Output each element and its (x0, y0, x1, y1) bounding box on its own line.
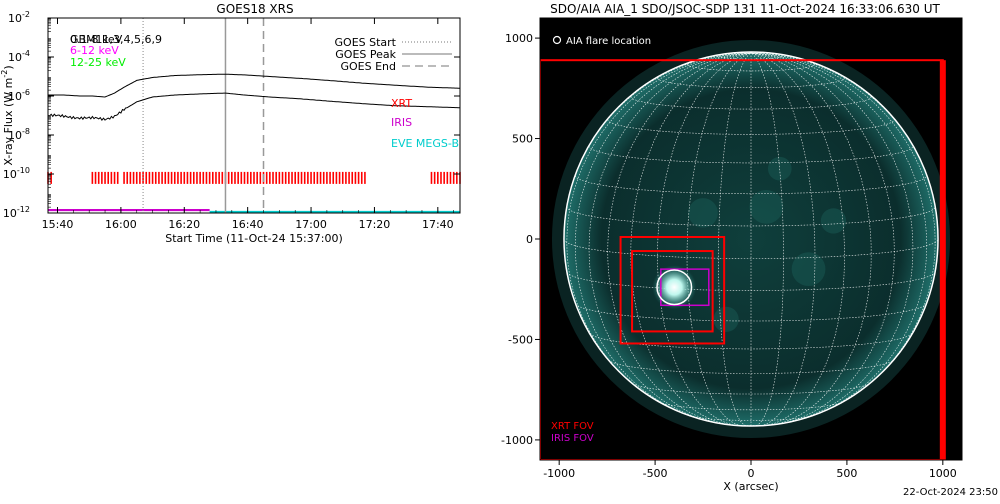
y-tick-label: 10-2 (8, 10, 30, 25)
x-axis-label: Start Time (11-Oct-24 15:37:00) (165, 232, 343, 245)
active-region-patch (688, 198, 718, 228)
latitude-grid-line (659, 401, 843, 411)
legend-channel-low: 0.1-8 keV (70, 33, 123, 46)
legend-gbm-overlay: GBM11,3,4,5,6,9 (70, 33, 162, 46)
x-tick-label: 0 (748, 467, 755, 480)
longitude-grid-line (574, 52, 752, 419)
x-tick-label: 17:20 (359, 218, 391, 231)
x-tick-label: 17:40 (422, 218, 454, 231)
longitude-grid-line (750, 52, 845, 426)
x-tick-label: 16:00 (105, 218, 137, 231)
longitude-grid-line (657, 52, 752, 426)
y-tick-label: 10-12 (3, 205, 30, 220)
goes-xrs-chart: GOES18 XRS 10-12 10-10 10-8 10-6 10-4 10-2 15:4… (0, 0, 480, 500)
x-tick-label: 15:40 (42, 218, 74, 231)
x-axis-label: X (arcsec) (723, 480, 778, 493)
longitude-grid-line (630, 52, 752, 426)
x-tick-label: 16:40 (232, 218, 264, 231)
y-tick-label: 10-4 (8, 49, 30, 64)
instrument-label-iris: IRIS (391, 116, 412, 129)
x-tick-label: -500 (643, 467, 668, 480)
sdo-aia-image: SDO/AIA AIA_1 SDO/JSOC-SDP 131 11-Oct-20… (480, 0, 1000, 500)
y-tick-label: 10-10 (3, 166, 30, 181)
y-tick-label: -500 (508, 333, 533, 346)
xrt-fov-label: XRT FOV (551, 421, 594, 432)
legend-event-label: GOES End (340, 60, 396, 73)
longitude-grid-line (750, 52, 872, 426)
y-tick-label: 0 (526, 233, 533, 246)
goes-plot-frame (47, 17, 461, 214)
footer-date-stamp: 22-Oct-2024 23:50 (903, 487, 998, 498)
x-tick-label: 16:20 (168, 218, 200, 231)
longitude-grid-line (566, 52, 752, 398)
sdo-chart-title: SDO/AIA AIA_1 SDO/JSOC-SDP 131 11-Oct-20… (550, 2, 940, 16)
instrument-label-xrt: XRT (391, 97, 412, 110)
longitude-grid-line (750, 52, 928, 419)
label-clip-mask (461, 130, 480, 154)
longitude-grid-line (588, 52, 752, 424)
goes-xrs-svg: GOES18 XRS 10-12 10-10 10-8 10-6 10-4 10-2 15:4… (0, 2, 480, 245)
flare-legend-marker (552, 35, 562, 45)
xrt-fov-edge (939, 60, 946, 460)
latitude-grid-line (608, 359, 894, 374)
flare-location-circle (656, 269, 693, 306)
y-tick-label: 10-8 (8, 127, 30, 142)
active-region-patch (713, 306, 739, 333)
latitude-grid-line (589, 333, 913, 350)
legend-channel-mid: 6-12 keV (70, 44, 119, 57)
y-tick-label: 500 (512, 133, 533, 146)
latitude-grid-line (632, 383, 870, 395)
active-region-patch (749, 189, 784, 224)
flux-series-line (47, 92, 460, 121)
xrt-fov-box (631, 250, 714, 333)
legend-event-label: GOES Start (335, 36, 397, 49)
y-tick-label: 10-6 (8, 88, 30, 103)
legend-event-label: GOES Peak (335, 48, 396, 61)
longitude-grid-line (607, 52, 752, 424)
sdo-aia-svg: SDO/AIA AIA_1 SDO/JSOC-SDP 131 11-Oct-20… (501, 2, 963, 493)
active-region-patch (791, 252, 826, 287)
x-tick-label: -1000 (543, 467, 575, 480)
y-tick-label: 1000 (505, 32, 533, 45)
x-tick-label: 1000 (929, 467, 957, 480)
y-tick-label: -1000 (501, 434, 533, 447)
longitude-grid-line (750, 52, 936, 398)
xrt-fov-box (619, 235, 726, 345)
latitude-grid-line (575, 175, 927, 195)
longitude-grid-line (750, 52, 914, 424)
latitude-grid-line (588, 145, 914, 164)
instrument-label-eve: EVE MEGS-B (391, 137, 459, 150)
x-tick-label: 17:00 (295, 218, 327, 231)
solar-limb (563, 51, 939, 427)
active-region-patch (767, 156, 792, 181)
goes-chart-title: GOES18 XRS (216, 2, 293, 16)
flare-legend-label: AIA flare location (566, 36, 651, 47)
x-tick-label: 500 (836, 467, 857, 480)
y-axis-label: X-ray Flux (W m-2) (0, 65, 15, 165)
active-region-patch (820, 208, 847, 234)
flux-series-line (48, 73, 460, 98)
longitude-grid-line (750, 52, 895, 424)
iris-fov-label: IRIS FOV (551, 433, 594, 444)
iris-fov-box (660, 268, 710, 307)
flare-glow (652, 265, 697, 310)
legend-channel-high: 12-25 keV (70, 56, 126, 69)
